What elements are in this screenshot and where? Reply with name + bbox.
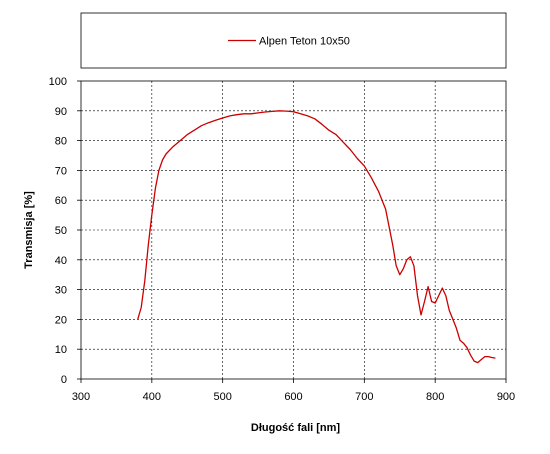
legend-box — [80, 12, 507, 69]
tick-labels: 0 10 20 30 40 50 60 70 80 90 100 300 400 500 600 700 800… — [49, 76, 516, 403]
x-tick-label-700: 700 — [355, 391, 373, 403]
y-axis-title: Transmisja [%] — [23, 191, 35, 269]
y-tick-label-60: 60 — [55, 195, 67, 207]
x-tick-label-900: 900 — [497, 391, 515, 403]
x-tick-label-600: 600 — [284, 391, 302, 403]
y-tick-label-50: 50 — [55, 225, 67, 237]
x-axis-title: Długość fali [nm] — [251, 422, 341, 434]
series-line-0 — [137, 110, 496, 364]
y-tick-label-100: 100 — [49, 76, 67, 88]
legend: Alpen Teton 10x50 — [80, 12, 507, 69]
y-tick-label-90: 90 — [55, 106, 67, 118]
y-tick-label-20: 20 — [55, 314, 67, 326]
y-tick-label-70: 70 — [55, 165, 67, 177]
legend-label-0: Alpen Teton 10x50 — [259, 36, 350, 48]
y-tick-label-0: 0 — [61, 374, 67, 386]
plot-area — [137, 110, 496, 364]
grid — [77, 80, 507, 383]
y-tick-label-80: 80 — [55, 136, 67, 148]
x-tick-label-400: 400 — [143, 391, 161, 403]
y-tick-label-30: 30 — [55, 285, 67, 297]
y-tick-label-10: 10 — [55, 344, 67, 356]
x-tick-label-800: 800 — [426, 391, 444, 403]
axis-titles: Długość fali [nm] Transmisja [%] — [23, 191, 340, 434]
x-tick-label-500: 500 — [213, 391, 231, 403]
x-tick-label-300: 300 — [72, 391, 90, 403]
y-tick-label-40: 40 — [55, 255, 67, 267]
